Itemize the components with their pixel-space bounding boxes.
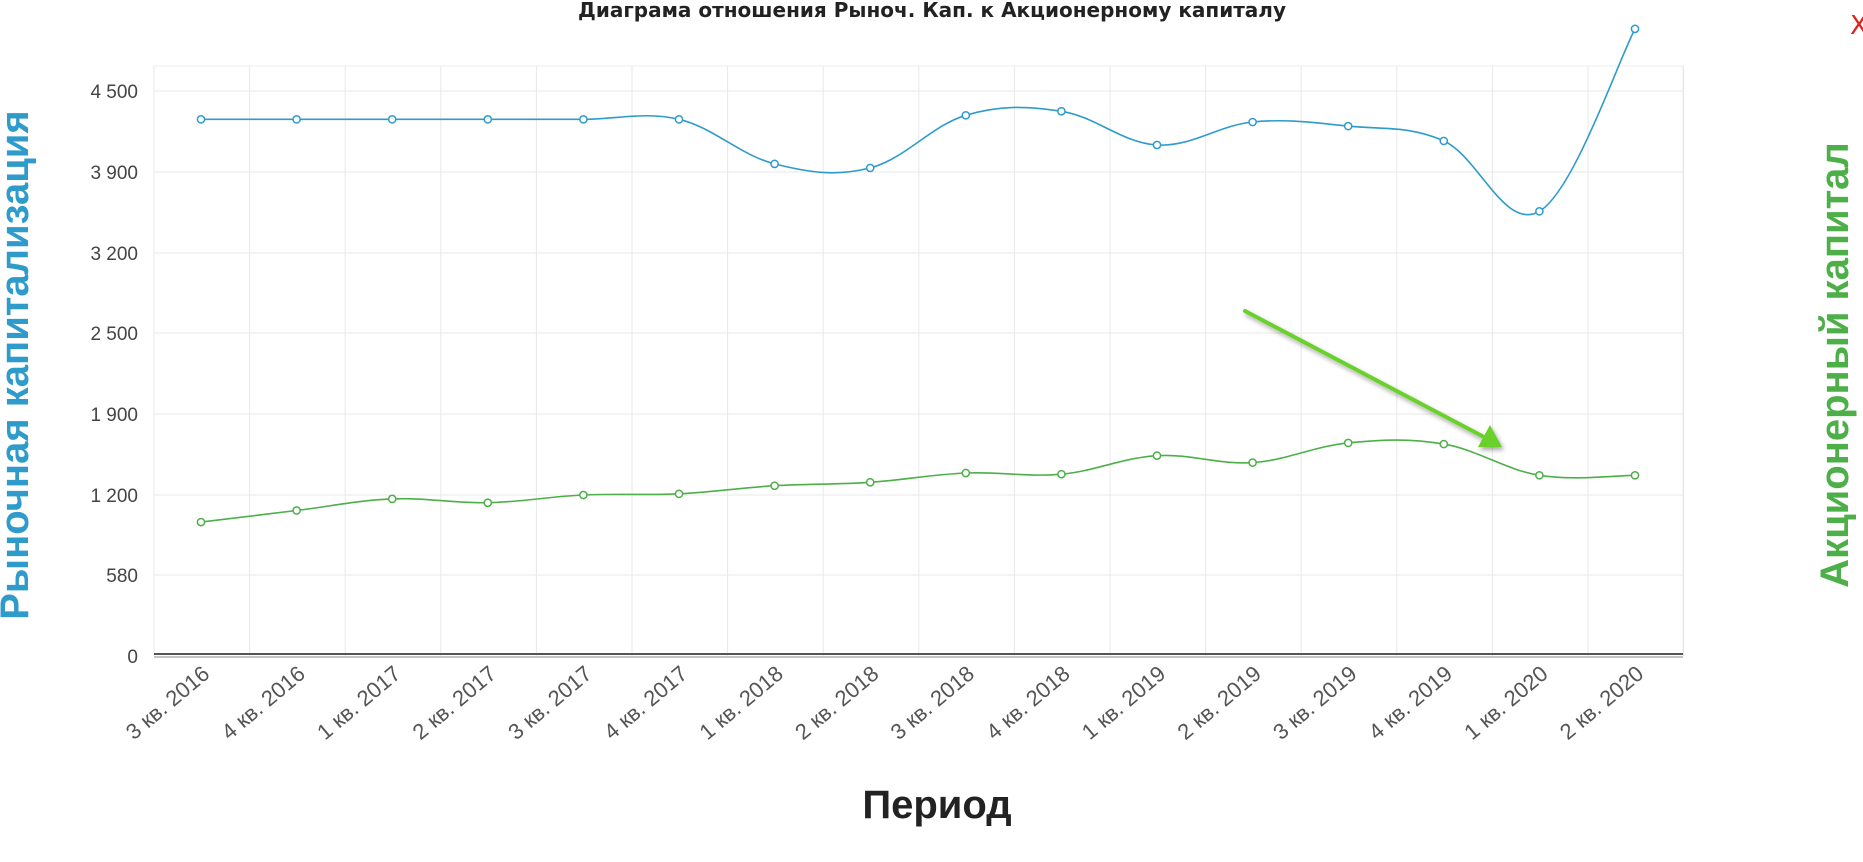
x-tick-label: 1 кв. 2020 <box>1459 661 1552 745</box>
data-point-equity[interactable] <box>387 494 397 504</box>
grid <box>153 65 1685 656</box>
x-tick-label: 4 кв. 2019 <box>1364 661 1457 745</box>
data-point-equity[interactable] <box>483 498 493 508</box>
y-tick-label: 0 <box>127 647 138 668</box>
data-point-equity[interactable] <box>1439 439 1449 449</box>
x-tick-label: 1 кв. 2018 <box>695 661 788 745</box>
data-point-equity[interactable] <box>1343 438 1353 448</box>
data-point-market_cap[interactable] <box>1535 206 1544 216</box>
x-axis-ticks: 3 кв. 2016 4 кв. 2016 1 кв. 2017 2 кв. 2017… <box>121 661 1648 745</box>
data-point-equity[interactable] <box>674 489 684 499</box>
data-point-equity[interactable] <box>196 517 206 527</box>
y-axis-label-right: Акционерный капитал <box>1813 142 1857 588</box>
data-point-equity[interactable] <box>770 481 779 491</box>
x-tick-label: 2 кв. 2018 <box>790 661 883 745</box>
series <box>196 24 1640 527</box>
y-axis-label-left: Рыночная капитализация <box>0 110 37 620</box>
data-point-equity[interactable] <box>1248 458 1257 467</box>
data-point-equity[interactable] <box>961 468 971 478</box>
data-point-market_cap[interactable] <box>674 115 684 124</box>
data-point-equity[interactable] <box>1630 470 1640 480</box>
data-point-market_cap[interactable] <box>1343 121 1353 131</box>
data-point-equity[interactable] <box>1057 469 1066 479</box>
data-point-market_cap[interactable] <box>1248 117 1257 127</box>
y-tick-label: 3 900 <box>90 163 138 184</box>
series-line-equity <box>200 439 1636 523</box>
chart-title: Диаграма отношения Рыноч. Кап. к Акционе… <box>578 0 1286 22</box>
y-tick-label: 2 500 <box>90 324 138 345</box>
x-tick-label: 2 кв. 2019 <box>1173 661 1266 745</box>
data-point-equity[interactable] <box>579 490 588 500</box>
data-point-market_cap[interactable] <box>1439 136 1449 146</box>
y-tick-label: 1 200 <box>90 486 138 507</box>
data-point-market_cap[interactable] <box>483 115 493 124</box>
x-axis-label: Период <box>862 783 1011 827</box>
data-point-equity[interactable] <box>292 506 301 515</box>
data-point-market_cap[interactable] <box>196 115 206 124</box>
data-point-market_cap[interactable] <box>770 159 779 169</box>
x-tick-label: 3 кв. 2019 <box>1268 661 1361 745</box>
data-point-equity[interactable] <box>1152 451 1162 461</box>
annotation-arrow <box>1243 309 1502 447</box>
x-tick-label: 3 кв. 2016 <box>121 661 214 745</box>
data-point-market_cap[interactable] <box>579 115 588 124</box>
y-tick-label: 580 <box>106 566 138 587</box>
data-point-market_cap[interactable] <box>387 115 397 124</box>
x-tick-label: 1 кв. 2017 <box>312 661 405 745</box>
series-line-market_cap <box>201 28 1636 216</box>
data-point-market_cap[interactable] <box>961 110 971 120</box>
data-point-market_cap[interactable] <box>292 115 301 124</box>
x-tick-label: 1 кв. 2019 <box>1077 661 1170 745</box>
y-tick-label: 1 900 <box>90 405 138 426</box>
x-tick-label: 2 кв. 2020 <box>1555 661 1648 745</box>
data-point-market_cap[interactable] <box>1152 140 1162 150</box>
data-point-market_cap[interactable] <box>1057 106 1066 116</box>
x-tick-label: 4 кв. 2017 <box>599 661 692 745</box>
data-point-equity[interactable] <box>865 477 875 487</box>
x-tick-label: 3 кв. 2017 <box>503 661 596 745</box>
data-point-market_cap[interactable] <box>865 163 875 173</box>
data-point-market_cap[interactable] <box>1630 24 1640 34</box>
data-point-equity[interactable] <box>1535 470 1544 480</box>
y-axis-ticks: 0 580 1 200 1 900 2 500 3 200 3 900 4 500 <box>90 82 138 668</box>
x-tick-label: 3 кв. 2018 <box>886 661 979 745</box>
x-tick-label: 2 кв. 2017 <box>408 661 501 745</box>
y-tick-label: 3 200 <box>90 244 138 265</box>
close-button[interactable]: X <box>1850 11 1863 41</box>
x-tick-label: 4 кв. 2016 <box>217 661 310 745</box>
x-tick-label: 4 кв. 2018 <box>981 661 1074 745</box>
y-tick-label: 4 500 <box>90 82 138 103</box>
